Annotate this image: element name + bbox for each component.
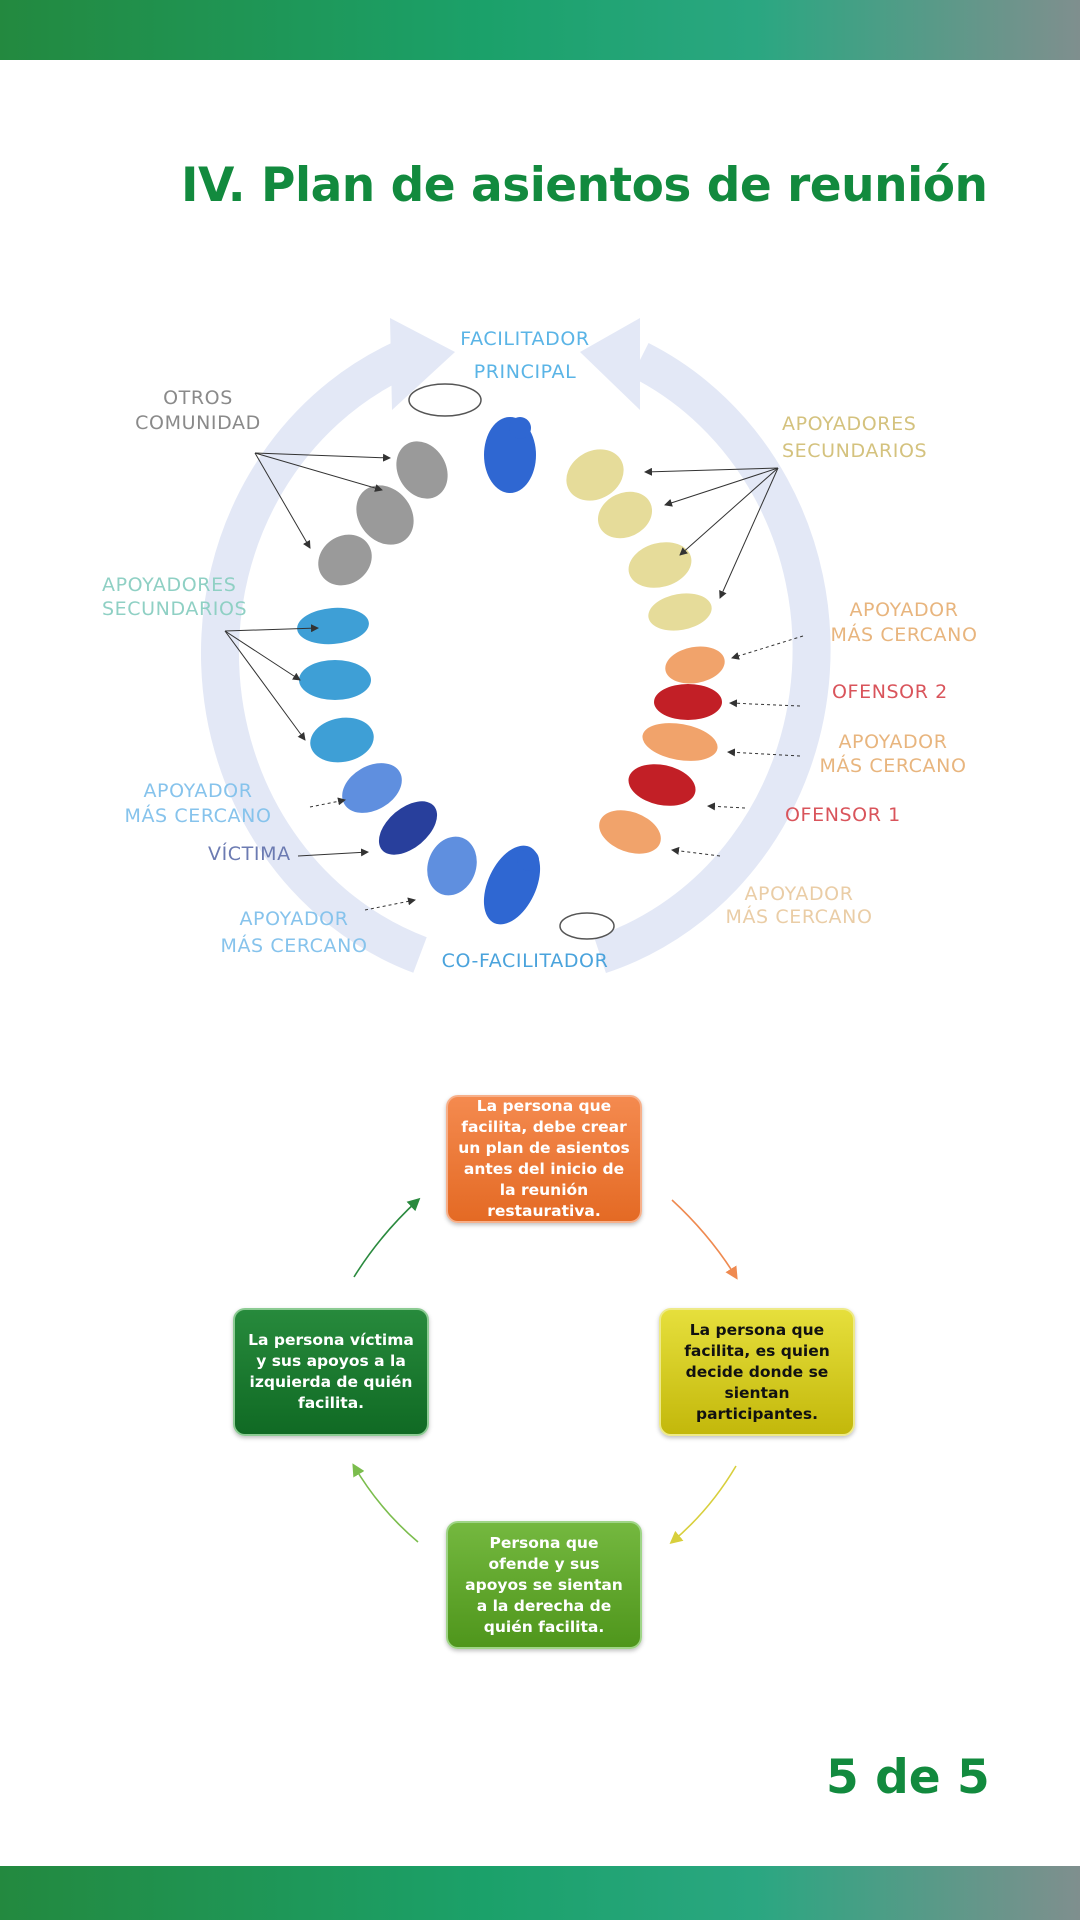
label-principal: PRINCIPAL	[474, 361, 577, 383]
arrow-lightgreen-to-darkgreen	[352, 1463, 419, 1543]
community-figures	[318, 441, 448, 586]
cycle-step-victim-left: La persona víctima y sus apoyos a la izq…	[233, 1308, 429, 1436]
label-mas-cercano-right-2: MÁS CERCANO	[819, 754, 966, 777]
pointer-arrows	[224, 452, 804, 911]
label-victima: VÍCTIMA	[208, 842, 291, 865]
closest-supporter-left-figures	[342, 763, 477, 896]
facilitator-figure	[484, 417, 536, 493]
arrow-orange-to-yellow	[671, 1199, 738, 1280]
label-apoyador-left-1: APOYADOR	[143, 780, 252, 802]
victim-figure	[378, 801, 438, 855]
diagram-labels: FACILITADOR PRINCIPAL OTROS COMUNIDAD AP…	[102, 328, 977, 972]
label-ofensor-1: OFENSOR 1	[785, 804, 901, 826]
cycle-arrows	[352, 1197, 738, 1545]
label-mas-cercano-left-2: MÁS CERCANO	[220, 934, 367, 957]
cofacilitator-figure	[483, 845, 541, 925]
bottom-band	[0, 1866, 1080, 1920]
circular-flow-arrows	[200, 342, 831, 974]
arrow-yellow-to-lightgreen	[669, 1465, 737, 1545]
label-apoyadores-sec-left: APOYADORES	[102, 574, 236, 596]
cycle-step-facilitator-decides: La persona que facilita, es quien decide…	[659, 1308, 855, 1436]
seating-diagram: FACILITADOR PRINCIPAL OTROS COMUNIDAD AP…	[102, 318, 977, 974]
label-apoyador-right-3: APOYADOR	[744, 883, 853, 905]
arrow-darkgreen-to-orange	[353, 1197, 421, 1278]
label-secundarios-right: SECUNDARIOS	[782, 440, 927, 462]
label-otros: OTROS	[163, 387, 233, 409]
speech-bubble-top	[408, 383, 482, 417]
closest-supporter-right-figures	[599, 646, 725, 854]
cycle-step-offender-right: Persona que ofende y sus apoyos se sient…	[446, 1521, 642, 1649]
secondary-supporters-right	[566, 449, 712, 631]
label-mas-cercano-right-3: MÁS CERCANO	[725, 905, 872, 928]
arrow-heads	[390, 318, 640, 410]
label-facilitador: FACILITADOR	[460, 328, 589, 350]
page-number: 5 de 5	[826, 1750, 990, 1805]
label-apoyador-right-1: APOYADOR	[849, 599, 958, 621]
label-mas-cercano-left-1: MÁS CERCANO	[124, 804, 271, 827]
page-title: IV. Plan de asientos de reunión	[181, 158, 988, 213]
label-apoyador-right-2: APOYADOR	[838, 731, 947, 753]
label-apoyador-left-2: APOYADOR	[239, 908, 348, 930]
cycle-step-create-plan: La persona que facilita, debe crear un p…	[446, 1095, 642, 1223]
label-mas-cercano-right-1: MÁS CERCANO	[830, 623, 977, 646]
speech-bubble-bottom	[559, 912, 615, 940]
label-comunidad: COMUNIDAD	[135, 412, 261, 434]
label-secundarios-left: SECUNDARIOS	[102, 598, 247, 620]
secondary-supporters-left	[297, 607, 374, 763]
label-ofensor-2: OFENSOR 2	[832, 681, 948, 703]
label-cofacilitador: CO-FACILITADOR	[442, 950, 609, 972]
label-apoyadores-sec-right: APOYADORES	[782, 413, 916, 435]
top-band	[0, 0, 1080, 60]
offender-figures	[628, 684, 722, 806]
